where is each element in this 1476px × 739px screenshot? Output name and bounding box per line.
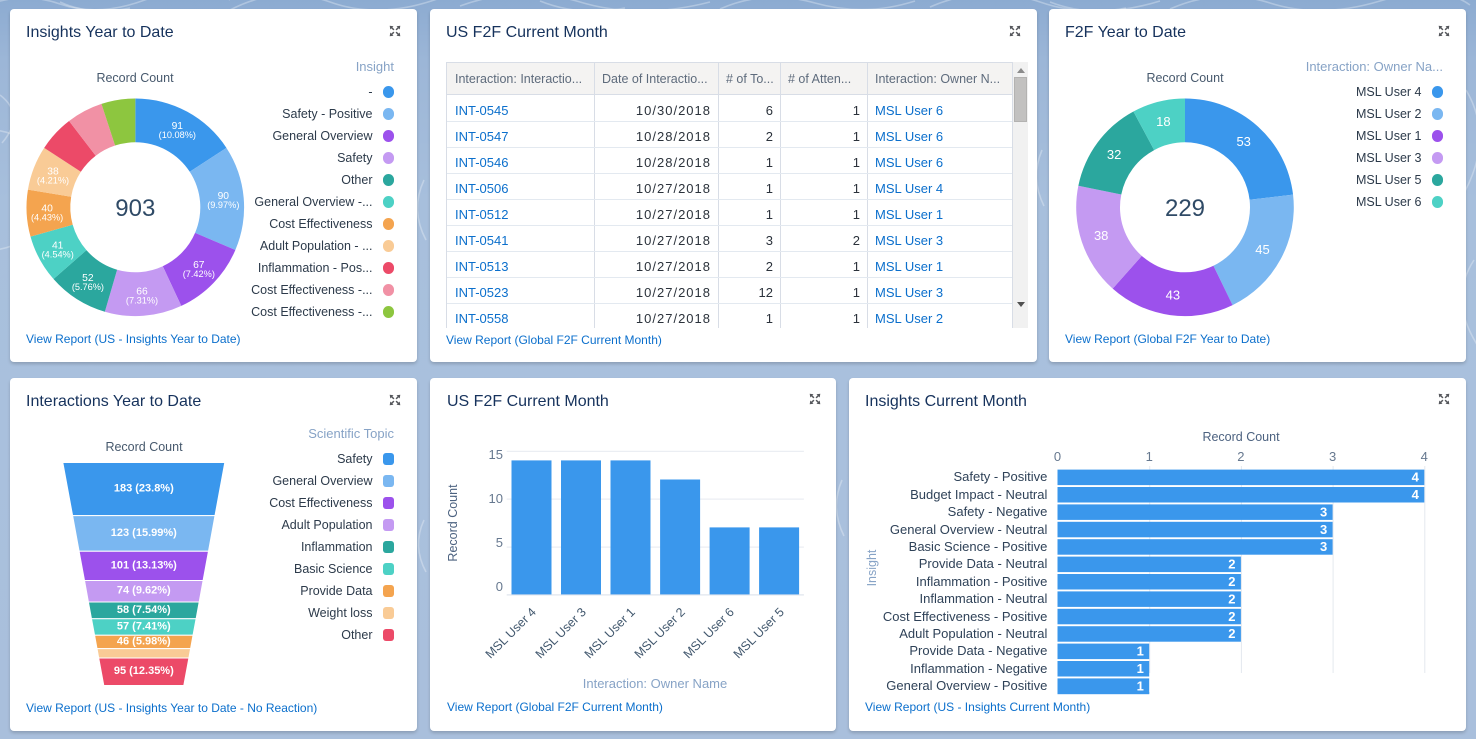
svg-text:57 (7.41%): 57 (7.41%) — [117, 621, 171, 633]
svg-text:2: 2 — [1228, 591, 1235, 606]
svg-text:2: 2 — [1228, 626, 1235, 641]
svg-text:2: 2 — [1228, 609, 1235, 624]
svg-text:91: 91 — [172, 121, 184, 132]
svg-text:45: 45 — [1255, 242, 1269, 257]
svg-text:3: 3 — [1320, 504, 1327, 519]
svg-text:101 (13.13%): 101 (13.13%) — [111, 559, 177, 571]
svg-text:229: 229 — [1165, 195, 1205, 222]
svg-text:40: 40 — [41, 203, 53, 214]
svg-text:(7.31%): (7.31%) — [126, 296, 158, 306]
svg-text:2: 2 — [1228, 574, 1235, 589]
svg-text:4: 4 — [1412, 470, 1420, 485]
svg-text:(4.21%): (4.21%) — [37, 176, 69, 186]
svg-text:(4.54%): (4.54%) — [42, 250, 74, 260]
svg-text:(5.76%): (5.76%) — [72, 282, 104, 292]
svg-text:1: 1 — [1137, 678, 1144, 693]
svg-text:183 (23.8%): 183 (23.8%) — [114, 483, 174, 495]
svg-text:3: 3 — [1320, 522, 1327, 537]
svg-text:43: 43 — [1166, 287, 1180, 302]
svg-text:38: 38 — [1094, 228, 1108, 243]
svg-text:46 (5.98%): 46 (5.98%) — [117, 636, 171, 648]
svg-text:123 (15.99%): 123 (15.99%) — [111, 527, 177, 539]
svg-text:1: 1 — [1137, 644, 1144, 659]
svg-text:2: 2 — [1228, 557, 1235, 572]
svg-text:1: 1 — [1137, 661, 1144, 676]
svg-text:38: 38 — [47, 167, 59, 178]
svg-text:66: 66 — [136, 287, 148, 298]
svg-text:41: 41 — [52, 241, 64, 252]
svg-text:58 (7.54%): 58 (7.54%) — [117, 604, 171, 616]
svg-text:74 (9.62%): 74 (9.62%) — [117, 585, 171, 597]
svg-text:4: 4 — [1412, 487, 1420, 502]
svg-text:67: 67 — [193, 260, 205, 271]
svg-text:90: 90 — [218, 191, 230, 202]
svg-text:(4.43%): (4.43%) — [31, 212, 63, 222]
svg-text:903: 903 — [115, 195, 155, 222]
svg-text:32: 32 — [1107, 147, 1121, 162]
svg-text:52: 52 — [82, 273, 94, 284]
svg-text:(9.97%): (9.97%) — [207, 200, 239, 210]
svg-text:53: 53 — [1236, 134, 1250, 149]
svg-text:(7.42%): (7.42%) — [183, 269, 215, 279]
svg-text:3: 3 — [1320, 539, 1327, 554]
svg-text:(10.08%): (10.08%) — [159, 130, 196, 140]
svg-text:95 (12.35%): 95 (12.35%) — [114, 665, 174, 677]
svg-text:18: 18 — [1156, 114, 1170, 129]
